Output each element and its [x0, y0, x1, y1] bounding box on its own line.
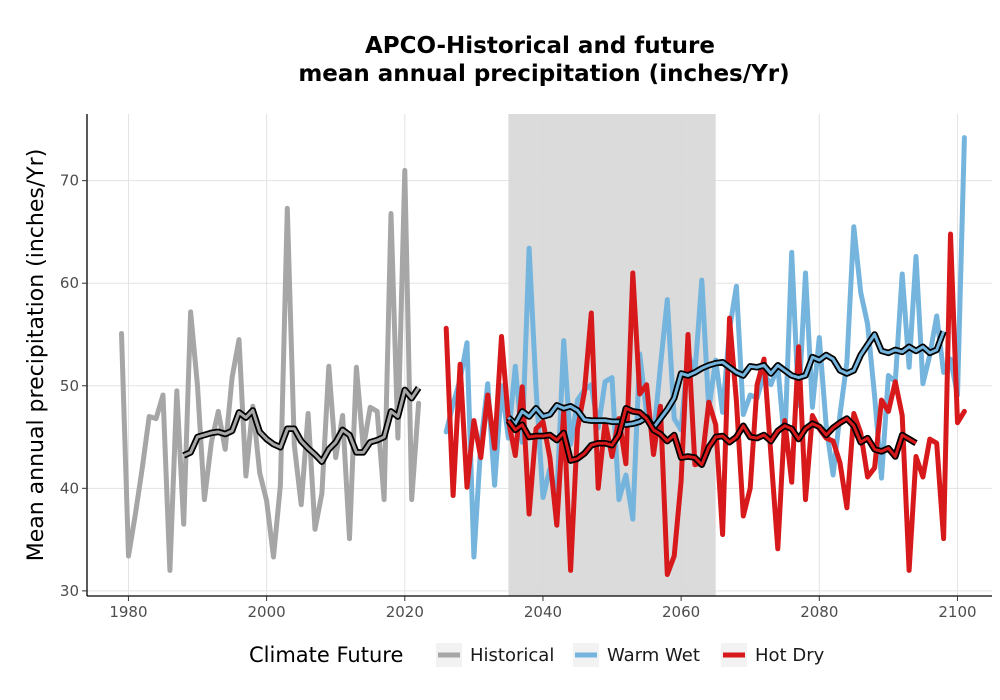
x-tick-label: 2080	[800, 603, 838, 621]
smoothed-line-hot-dry	[507, 406, 917, 467]
legend-label-warm-wet: Warm Wet	[607, 645, 700, 666]
y-axis-label: Mean annual precipitation (inches/Yr)	[24, 149, 49, 562]
x-tick-label: 2000	[248, 603, 286, 621]
x-tick-label: 2060	[662, 603, 700, 621]
legend-label-historical: Historical	[470, 645, 554, 666]
legend-title: Climate Future	[249, 643, 403, 667]
x-tick-label: 2040	[524, 603, 562, 621]
chart-title-line-2: mean annual precipitation (inches/Yr)	[298, 61, 789, 87]
legend: Climate Future Historical Warm Wet Hot Dry	[249, 643, 825, 667]
series-line-historical	[119, 167, 422, 573]
y-tick-label: 50	[60, 377, 79, 395]
series-layer	[119, 135, 967, 577]
y-tick-label: 30	[60, 582, 79, 600]
y-tick-label: 70	[60, 172, 79, 190]
smoothed-line-warm-wet	[507, 330, 946, 430]
y-tick-label: 40	[60, 479, 79, 497]
x-tick-label: 2100	[938, 603, 976, 621]
x-tick-label: 2020	[386, 603, 424, 621]
y-tick-label: 60	[60, 274, 79, 292]
series-line-hot-dry	[443, 231, 967, 577]
axis-ticks: 1980 2000 2020 2040 2060 2080 2100 30 40 50 60 70	[60, 172, 977, 621]
chart-title-line-1: APCO-Historical and future	[365, 33, 715, 59]
legend-entries: Historical Warm Wet Hot Dry	[436, 643, 825, 667]
smoothed-line-historical	[183, 386, 420, 464]
reference-period-band	[508, 114, 716, 596]
x-tick-label: 1980	[109, 603, 147, 621]
legend-label-hot-dry: Hot Dry	[755, 645, 825, 666]
